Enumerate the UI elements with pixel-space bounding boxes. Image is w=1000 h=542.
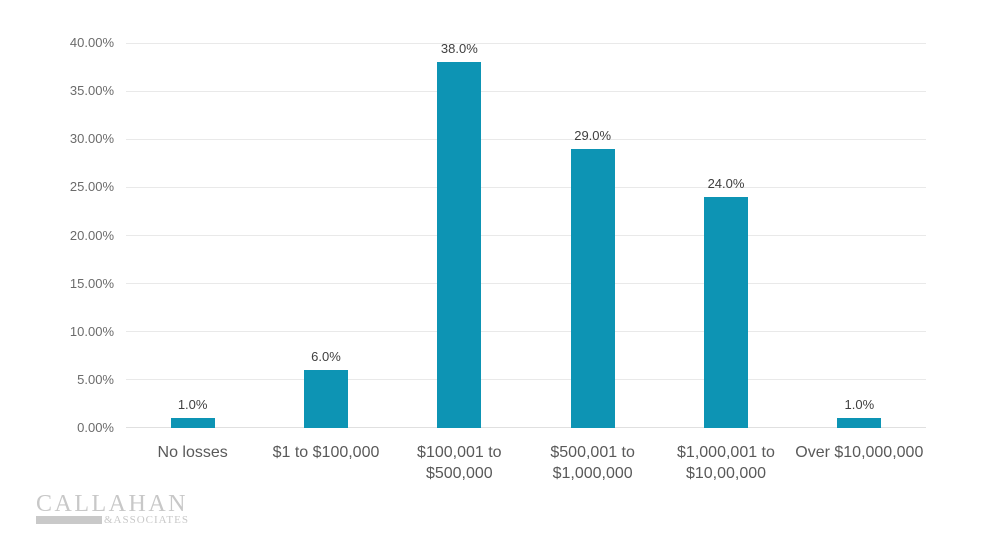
plot-area: 1.0% 6.0% 38.0% 29.0% 24.0% 1.0% — [126, 41, 926, 428]
bar-value-label: 29.0% — [574, 128, 612, 143]
y-tick-label: 25.00% — [69, 179, 114, 195]
bar[interactable] — [437, 62, 482, 428]
y-tick-label: 10.00% — [69, 323, 114, 339]
x-axis: No losses $1 to $100,000 $100,001 to $500,… — [126, 438, 926, 484]
x-axis-label: No losses — [157, 444, 228, 461]
x-axis-label: Over $10,000,000 — [795, 444, 924, 461]
bar-value-label: 1.0% — [844, 397, 875, 412]
y-tick-label: 15.00% — [69, 275, 114, 291]
x-axis-label: $1 to $100,000 — [272, 444, 380, 461]
x-axis-baseline — [126, 427, 926, 428]
logo-wordmark: CALLAHAN — [36, 491, 188, 517]
gridline — [126, 379, 926, 381]
gridline — [126, 90, 926, 92]
gridline — [126, 283, 926, 285]
bar-value-label: 24.0% — [707, 176, 745, 191]
bar[interactable] — [170, 418, 215, 428]
bar-value-label: 38.0% — [440, 41, 478, 56]
y-tick-label: 30.00% — [69, 131, 114, 147]
y-tick-label: 5.00% — [77, 371, 114, 387]
logo-bar-shape — [36, 516, 102, 524]
bar-value-label: 1.0% — [177, 397, 208, 412]
y-axis: 0.00% 5.00% 10.00% 15.00% 20.00% 25.00% 30.00%… — [0, 35, 114, 435]
gridline — [126, 186, 926, 188]
bar[interactable] — [837, 418, 882, 428]
x-axis-label: $1,000,001 to $10,00,000 — [677, 444, 775, 482]
gridline — [126, 42, 926, 44]
bar[interactable] — [304, 370, 348, 428]
logo-subline: &ASSOCIATES — [36, 514, 189, 526]
gridline — [126, 138, 926, 140]
y-tick-label: 35.00% — [69, 83, 114, 99]
bar-value-label: 6.0% — [311, 349, 341, 364]
logo-associates-text: &ASSOCIATES — [104, 514, 189, 526]
bar[interactable] — [570, 149, 615, 428]
x-axis-label: $500,001 to $1,000,000 — [550, 444, 635, 482]
bar[interactable] — [704, 197, 748, 428]
x-axis-label: $100,001 to $500,000 — [417, 444, 502, 482]
y-tick-label: 0.00% — [77, 420, 114, 435]
callahan-logo: CALLAHAN &ASSOCIATES — [36, 492, 189, 526]
y-tick-label: 20.00% — [69, 227, 114, 243]
y-tick-label: 40.00% — [69, 35, 114, 50]
gridline — [126, 235, 926, 236]
gridline — [126, 331, 926, 333]
